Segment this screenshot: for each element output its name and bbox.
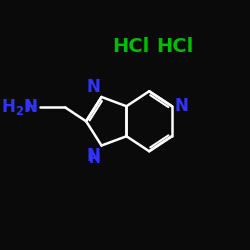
Text: HCl: HCl	[156, 37, 193, 56]
Text: N: N	[86, 78, 101, 96]
Text: N: N	[86, 147, 101, 165]
Text: HCl: HCl	[112, 37, 150, 56]
Text: $\mathregular{H_2N}$: $\mathregular{H_2N}$	[1, 97, 38, 117]
Text: H: H	[89, 152, 101, 166]
Text: H: H	[26, 100, 38, 114]
Text: N: N	[174, 97, 188, 115]
